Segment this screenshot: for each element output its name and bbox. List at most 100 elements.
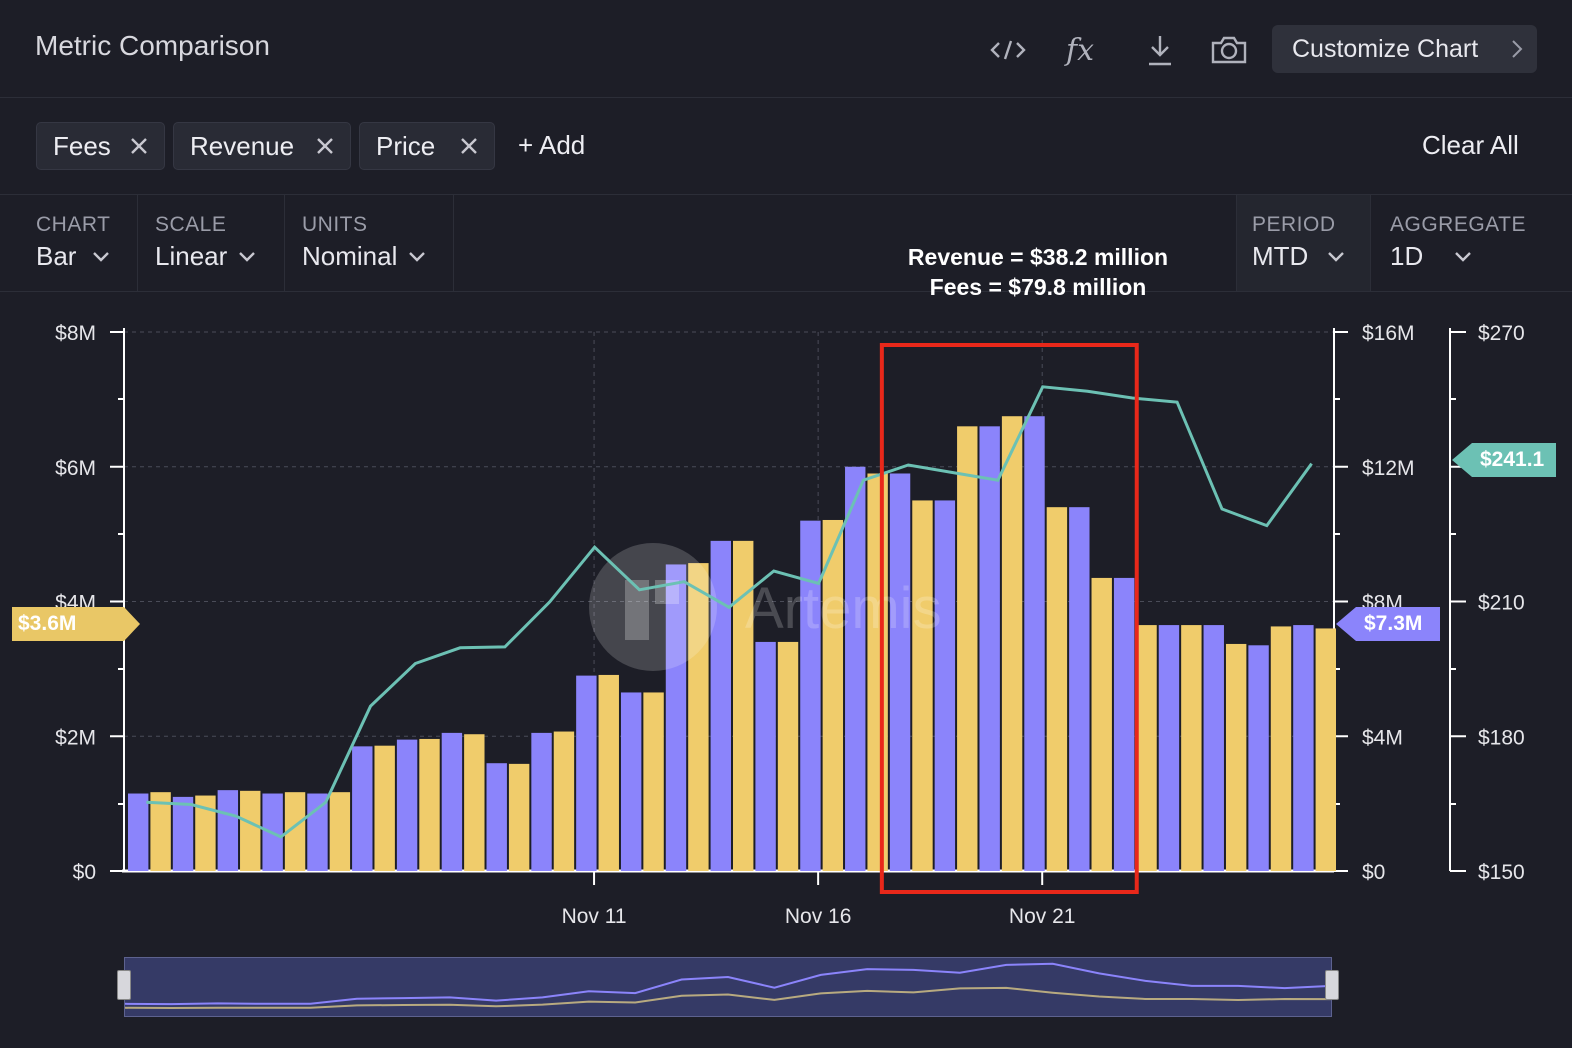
range-navigator[interactable] (124, 957, 1332, 1017)
control-label: UNITS (302, 213, 368, 236)
control-label: SCALE (155, 213, 227, 236)
price-tag-text: $241.1 (1480, 448, 1545, 471)
highlight-box (879, 343, 1139, 894)
revenue-bar (150, 792, 171, 871)
metric-chip-fees[interactable]: Fees (36, 122, 165, 170)
customize-chart-label: Customize Chart (1292, 34, 1479, 63)
close-icon[interactable] (128, 135, 150, 157)
chevron-down-icon (1455, 252, 1471, 262)
control-value: Bar (36, 241, 77, 271)
scale-select[interactable]: SCALE Linear (155, 195, 283, 291)
fees-bar (1069, 507, 1090, 871)
revenue-value-tag: $3.6M (12, 607, 140, 641)
metric-chip-price[interactable]: Price (359, 122, 495, 170)
price-axis-tick-label: $150 (1478, 861, 1525, 884)
fees-bar (486, 763, 507, 871)
fees-bar (172, 796, 194, 871)
right-axis-tick-label: $4M (1362, 726, 1403, 749)
x-axis-tick-label: Nov 16 (785, 905, 852, 928)
revenue-tag-text: $3.6M (18, 612, 77, 635)
chart-type-select[interactable]: CHART Bar (36, 195, 136, 291)
fees-bar (217, 790, 239, 871)
right-axis-tick-label: $12M (1362, 457, 1415, 480)
fees-bar (352, 746, 373, 871)
revenue-bar (553, 731, 575, 871)
close-icon[interactable] (458, 135, 480, 157)
fees-bar (710, 540, 731, 871)
metric-chip-revenue[interactable]: Revenue (173, 122, 351, 170)
price-axis-tick-label: $270 (1478, 322, 1525, 345)
revenue-bar (195, 795, 216, 871)
fees-bar (934, 500, 956, 871)
watermark-text: Artemis (745, 576, 942, 641)
revenue-bar (508, 763, 530, 871)
fees-bar (396, 739, 418, 871)
revenue-bar (867, 473, 888, 871)
control-label: CHART (36, 213, 111, 236)
chevron-right-icon (1512, 40, 1523, 58)
revenue-bar (374, 745, 395, 871)
code-icon[interactable] (986, 30, 1030, 70)
navigator-preview (124, 962, 1332, 1010)
price-axis-tick-label: $210 (1478, 592, 1525, 615)
period-highlight (1236, 195, 1370, 291)
price-line (146, 385, 1313, 839)
price-value-tag: $241.1 (1452, 443, 1556, 477)
tooltip-revenue: Revenue = $38.2 million (907, 244, 1169, 270)
fees-bar (800, 520, 821, 871)
chevron-down-icon (239, 252, 255, 262)
metric-chip-label: Fees (53, 130, 111, 161)
divider (137, 195, 138, 291)
period-select[interactable]: PERIOD MTD (1252, 195, 1362, 291)
revenue-bar (240, 790, 261, 871)
left-axis-tick-label: $6M (55, 457, 96, 480)
revenue-bar (598, 674, 619, 871)
revenue-bar (733, 540, 754, 871)
units-select[interactable]: UNITS Nominal (302, 195, 452, 291)
camera-icon[interactable] (1207, 30, 1251, 70)
fees-tag-text: $7.3M (1364, 612, 1423, 635)
fees-bar (1248, 645, 1269, 871)
revenue-bar (1181, 625, 1202, 871)
divider (1236, 195, 1237, 291)
price-axis-tick-label: $180 (1478, 726, 1525, 749)
formula-icon[interactable]: fx (1065, 32, 1095, 68)
right-axis-tick-label: $0 (1362, 861, 1385, 884)
control-value: Linear (155, 241, 228, 271)
navigator-revenue-line (124, 986, 1332, 1010)
clear-all-button[interactable]: Clear All (1422, 130, 1519, 160)
close-icon[interactable] (314, 135, 336, 157)
fees-bar (576, 675, 597, 871)
customize-chart-button[interactable]: Customize Chart (1272, 25, 1537, 73)
watermark-logo (589, 543, 717, 671)
revenue-bar (329, 792, 351, 871)
aggregate-select[interactable]: AGGREGATE 1D (1390, 195, 1540, 291)
fees-bar (307, 793, 328, 871)
chevron-down-icon (409, 252, 425, 262)
fees-bar (1293, 625, 1314, 871)
revenue-bar (464, 734, 485, 871)
revenue-bar (1001, 416, 1023, 871)
header-bar: Metric Comparison fx Customize Chart (0, 0, 1572, 98)
left-axis-tick-label: $0 (73, 861, 96, 884)
revenue-bar (1046, 507, 1068, 871)
fees-bar (1158, 625, 1180, 871)
chart-tooltip: Revenue = $38.2 million Fees = $79.8 mil… (880, 242, 1196, 302)
navigator-fees-line (124, 962, 1332, 1006)
chart-controls: CHART Bar SCALE Linear UNITS Nominal PER… (0, 195, 1572, 292)
revenue-bar (1225, 643, 1247, 871)
chart-canvas[interactable]: $0$2M$4M$6M$8M$0$4M$8M$12M$16M$150$180$2… (0, 300, 1572, 950)
divider (284, 195, 285, 291)
fees-bar (889, 473, 911, 871)
range-handle-right[interactable] (1325, 970, 1339, 1000)
download-icon[interactable] (1138, 30, 1182, 70)
page-title: Metric Comparison (35, 30, 270, 61)
add-metric-button[interactable]: + Add (518, 130, 586, 160)
revenue-bar (688, 563, 709, 871)
range-handle-left[interactable] (117, 970, 131, 1000)
revenue-bar (1315, 628, 1336, 871)
revenue-bar (419, 738, 440, 871)
fees-bar (979, 426, 1000, 871)
control-value: MTD (1252, 241, 1309, 271)
tooltip-fees: Fees = $79.8 million (929, 274, 1147, 300)
